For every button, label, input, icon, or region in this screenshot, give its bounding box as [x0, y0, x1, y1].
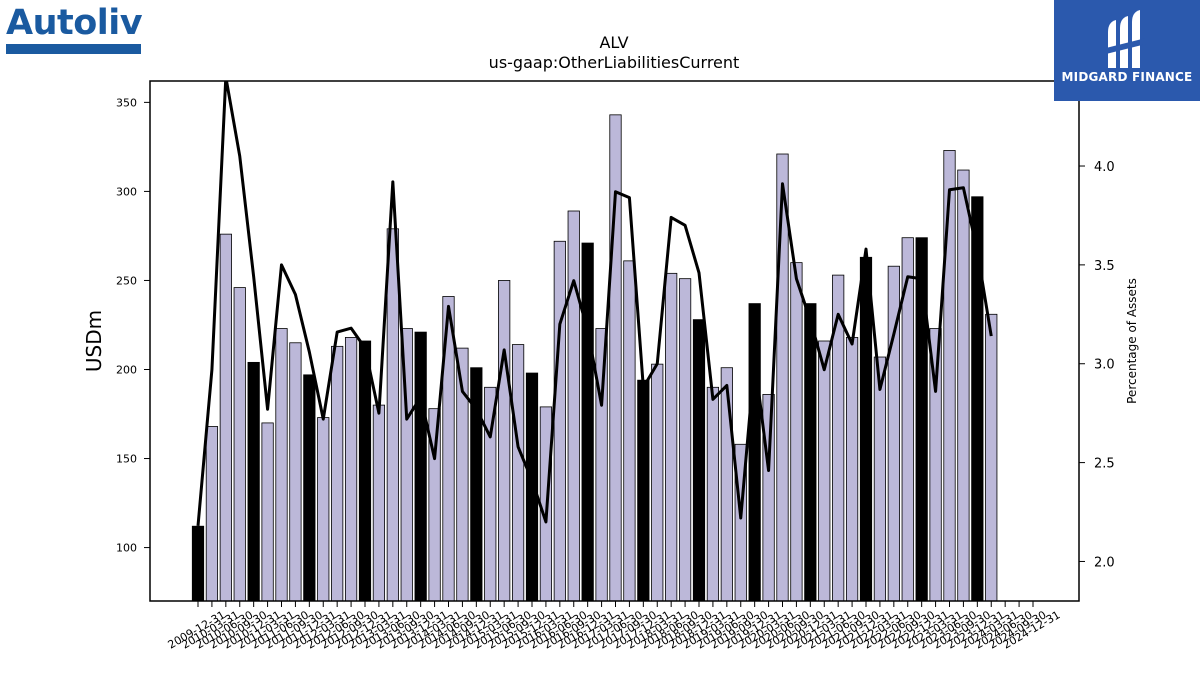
bar	[511, 344, 525, 601]
bar	[344, 337, 358, 601]
bar	[609, 114, 622, 601]
bar	[859, 256, 873, 601]
bar	[678, 278, 692, 601]
bar	[832, 274, 845, 601]
bar	[581, 242, 594, 601]
bar	[442, 296, 455, 601]
bar	[247, 361, 260, 601]
bar	[845, 337, 859, 601]
bar	[692, 319, 706, 601]
midgard-logo-text: MIDGARD FINANCE	[1061, 70, 1193, 84]
bar	[414, 331, 427, 601]
y-tick-label: 250	[116, 274, 137, 287]
y-axis-left: 100 150 200 250 300 350	[116, 96, 150, 555]
bar	[595, 328, 608, 601]
bar	[929, 328, 942, 601]
autoliv-logo-text: Autoliv	[6, 3, 143, 43]
bar	[720, 367, 733, 601]
bar	[873, 356, 887, 601]
chart-title: ALV	[599, 33, 628, 52]
bar	[567, 210, 580, 601]
bar	[623, 260, 636, 601]
bar	[303, 374, 316, 601]
bar	[233, 287, 246, 601]
bar	[943, 150, 956, 601]
bar	[957, 169, 970, 601]
bar	[400, 328, 413, 601]
bar	[887, 265, 900, 601]
bar	[651, 363, 664, 601]
bar	[275, 328, 288, 601]
y2-tick-label: 2.5	[1094, 457, 1115, 472]
y2-tick-label: 2.0	[1094, 555, 1115, 570]
chart-subtitle: us-gaap:OtherLiabilitiesCurrent	[489, 53, 740, 72]
bar	[428, 408, 441, 601]
bar	[915, 237, 928, 601]
y2-tick-label: 4.0	[1094, 160, 1115, 175]
bar	[762, 394, 775, 601]
bar	[261, 422, 274, 601]
bar	[386, 228, 399, 601]
bar	[372, 404, 386, 601]
bar	[706, 386, 720, 601]
bar	[525, 372, 539, 601]
autoliv-logo-bar	[6, 44, 141, 54]
y-axis-right: 2.0 2.5 3.0 3.5 4.0	[1079, 160, 1115, 570]
bar	[665, 272, 678, 601]
y-tick-label: 150	[116, 453, 137, 466]
bar	[331, 345, 344, 601]
bar	[734, 443, 747, 601]
midgard-mark-icon	[1106, 10, 1146, 68]
y2-axis-label: Percentage of Assets	[1125, 278, 1139, 404]
y2-tick-label: 3.5	[1094, 259, 1115, 274]
bar	[358, 340, 372, 601]
y2-tick-label: 3.0	[1094, 358, 1115, 373]
percentage-line	[196, 81, 993, 527]
bar	[971, 196, 984, 601]
autoliv-logo: Autoliv	[6, 3, 143, 54]
plot-frame	[149, 80, 1080, 602]
x-axis: 2009-12-312010-03-312010-06-302010-09-30…	[166, 601, 1063, 652]
y-tick-label: 100	[116, 542, 137, 555]
bar	[818, 340, 831, 601]
bar	[456, 347, 469, 601]
y-tick-label: 200	[116, 363, 137, 376]
bar	[748, 303, 761, 601]
bar	[191, 525, 205, 601]
bar	[317, 417, 330, 601]
bar-series	[191, 114, 998, 601]
y-tick-label: 350	[116, 96, 137, 109]
y-axis-label: USDm	[82, 310, 106, 372]
bar	[637, 379, 650, 601]
line-series	[196, 81, 993, 527]
bar	[804, 303, 817, 601]
bar	[205, 426, 219, 601]
bar	[790, 262, 803, 601]
bar	[498, 280, 511, 601]
bar	[553, 240, 566, 601]
bar	[289, 342, 302, 601]
bar	[219, 233, 232, 601]
bar	[901, 237, 914, 601]
bar	[985, 313, 998, 601]
y-tick-label: 300	[116, 185, 137, 198]
midgard-finance-logo: MIDGARD FINANCE	[1054, 0, 1200, 101]
